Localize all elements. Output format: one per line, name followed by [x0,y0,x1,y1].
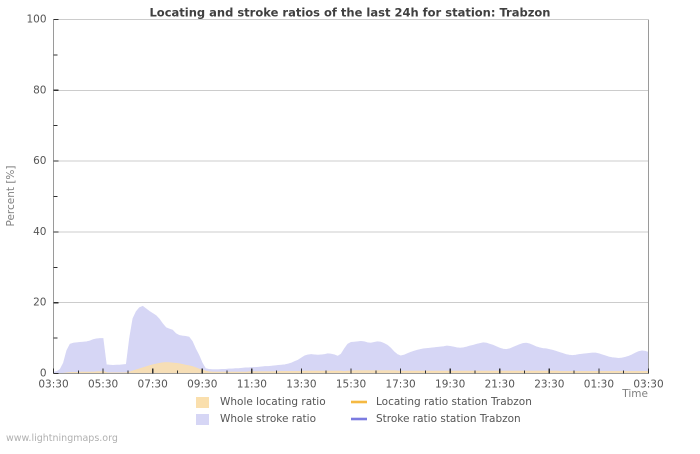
y-axis-ticks: 0 20 40 60 80 100 [26,14,59,380]
x-tick-label: 13:30 [286,379,316,391]
y-axis-label: Percent [%] [5,165,17,226]
legend-swatch [196,397,209,408]
watermark-text: www.lightningmaps.org [6,433,118,444]
legend-label: Stroke ratio station Trabzon [376,413,521,425]
x-tick-label: 17:30 [385,379,415,391]
x-axis-ticks: 03:30 05:30 07:30 09:30 11:30 13:30 15:30 17:30… [38,368,664,391]
gridlines [53,19,649,304]
x-tick-label: 23:30 [534,379,564,391]
y-tick-label: 20 [33,297,46,309]
area-whole-stroke-ratio [53,305,649,374]
legend-label: Whole stroke ratio [220,413,316,425]
y-tick-label: 80 [33,84,46,96]
x-tick-label: 15:30 [336,379,366,391]
x-tick-label: 07:30 [138,379,168,391]
x-tick-label: 09:30 [187,379,217,391]
legend-item: Whole locating ratio [196,396,326,408]
y-tick-label: 60 [33,155,46,167]
chart-legend: Whole locating ratio Locating ratio stati… [196,396,532,425]
y-tick-label: 0 [40,368,47,380]
legend-swatch [196,414,209,425]
legend-label: Whole locating ratio [220,396,326,408]
legend-item: Locating ratio station Trabzon [351,396,532,408]
legend-item: Whole stroke ratio [196,413,316,425]
x-tick-label: 01:30 [584,379,614,391]
chart-title: Locating and stroke ratios of the last 2… [149,6,550,20]
x-tick-label: 05:30 [88,379,118,391]
x-tick-label: 21:30 [485,379,515,391]
y-tick-label: 40 [33,226,46,238]
x-tick-label: 11:30 [237,379,267,391]
legend-label: Locating ratio station Trabzon [376,396,532,408]
x-tick-label: 19:30 [435,379,465,391]
x-axis-label: Time [621,388,648,400]
x-tick-label: 03:30 [633,379,663,391]
legend-item: Stroke ratio station Trabzon [351,413,521,425]
x-tick-label: 03:30 [38,379,68,391]
y-tick-label: 100 [26,14,46,26]
